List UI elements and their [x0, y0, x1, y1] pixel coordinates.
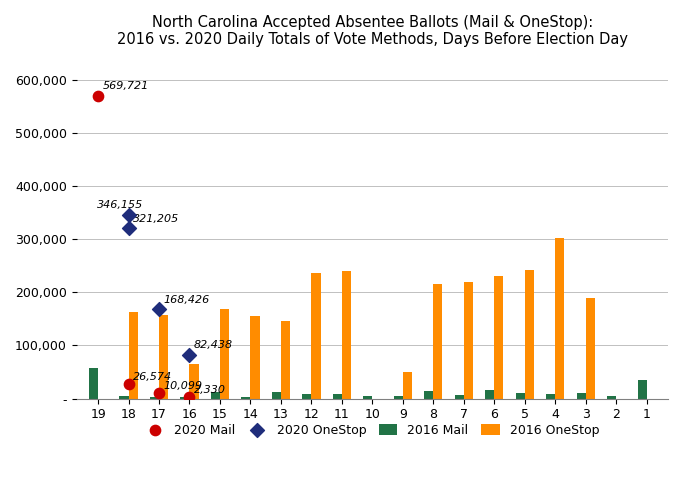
Bar — [159, 315, 168, 399]
Bar — [494, 276, 503, 399]
Bar — [251, 316, 260, 399]
2020 Mail — [154, 389, 165, 397]
Bar — [220, 309, 229, 399]
Bar — [150, 397, 159, 399]
2020 Mail — [184, 393, 195, 401]
Bar — [189, 364, 199, 399]
Bar — [89, 368, 98, 399]
Bar — [342, 271, 351, 399]
Bar — [333, 394, 342, 399]
Text: 346,155: 346,155 — [96, 200, 143, 210]
2020 OneStop — [123, 224, 134, 232]
Bar — [303, 394, 311, 399]
Bar — [281, 322, 290, 399]
Bar — [607, 396, 616, 399]
2020 OneStop — [123, 210, 134, 218]
Bar — [393, 396, 403, 399]
Bar — [180, 398, 189, 399]
Bar — [516, 393, 525, 399]
2020 Mail — [93, 92, 104, 100]
2020 Mail — [123, 380, 134, 388]
2020 OneStop — [184, 351, 195, 359]
Bar — [485, 390, 494, 399]
Bar — [120, 396, 128, 399]
Bar — [433, 284, 443, 399]
Title: North Carolina Accepted Absentee Ballots (Mail & OneStop):
2016 vs. 2020 Daily T: North Carolina Accepted Absentee Ballots… — [117, 15, 628, 47]
Text: 26,574: 26,574 — [133, 372, 172, 382]
Text: 10,099: 10,099 — [164, 380, 203, 391]
Text: 168,426: 168,426 — [164, 295, 210, 305]
Bar — [211, 392, 220, 399]
Bar — [241, 397, 251, 399]
Bar — [586, 297, 595, 399]
Bar — [272, 392, 281, 399]
Bar — [363, 396, 372, 399]
Text: 82,438: 82,438 — [194, 340, 233, 350]
Bar — [555, 238, 564, 399]
Bar — [464, 282, 473, 399]
Bar — [546, 394, 555, 399]
Text: 321,205: 321,205 — [133, 213, 180, 223]
Bar — [455, 395, 464, 399]
Text: 2,330: 2,330 — [194, 385, 226, 395]
Bar — [403, 372, 412, 399]
Bar — [576, 393, 586, 399]
Bar — [637, 380, 647, 399]
Bar — [311, 273, 320, 399]
2020 OneStop — [154, 305, 165, 313]
Text: 569,721: 569,721 — [102, 82, 149, 91]
Bar — [128, 312, 138, 399]
Legend: 2020 Mail, 2020 OneStop, 2016 Mail, 2016 OneStop: 2020 Mail, 2020 OneStop, 2016 Mail, 2016… — [139, 418, 606, 443]
Bar — [424, 391, 433, 399]
Bar — [525, 270, 534, 399]
